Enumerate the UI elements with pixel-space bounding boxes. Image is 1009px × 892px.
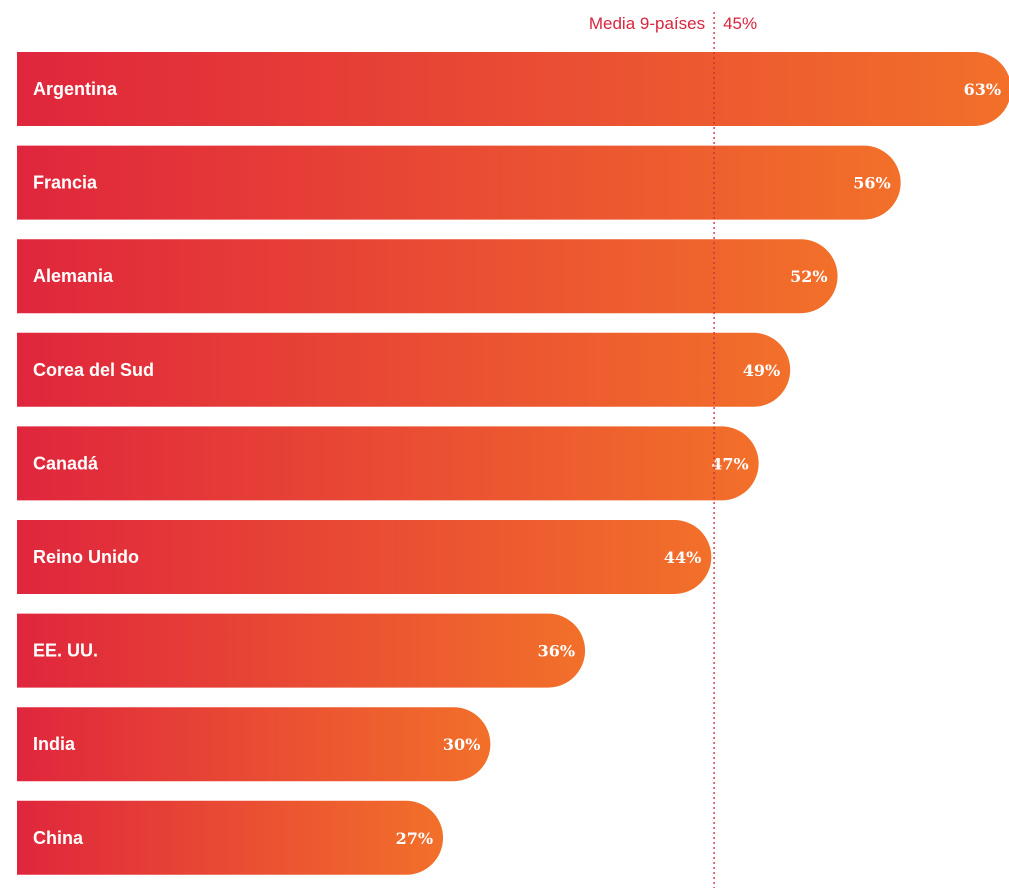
category-label: Argentina: [33, 79, 118, 99]
reference-line-group: Media 9-países 45%: [589, 12, 757, 888]
bar-row: Corea del Sud 49%: [17, 332, 791, 407]
bars-group: Argentina 63% Francia 56% Alemania 52% Corea d…: [17, 52, 1009, 875]
data-label: 52%: [790, 267, 827, 286]
data-label: 44%: [664, 548, 701, 567]
data-label: 27%: [396, 829, 433, 848]
bar: [17, 239, 838, 314]
bar-row: Francia 56%: [17, 145, 901, 220]
bar-row: India 30%: [17, 707, 491, 782]
category-label: Canadá: [33, 453, 99, 473]
bar: [17, 707, 491, 782]
category-label: India: [33, 734, 76, 754]
bar: [17, 520, 712, 594]
category-label: Reino Unido: [33, 547, 139, 567]
bar-row: Alemania 52%: [17, 239, 838, 314]
bar-row: Argentina 63%: [17, 52, 1009, 126]
bar: [17, 800, 444, 875]
bar: [17, 52, 1009, 126]
bar-row: EE. UU. 36%: [17, 613, 586, 688]
data-label: 30%: [443, 735, 480, 754]
bar: [17, 145, 901, 220]
category-label: China: [33, 828, 84, 848]
bar-row: China 27%: [17, 800, 444, 875]
bar-row: Canadá 47%: [17, 426, 759, 501]
data-label: 49%: [743, 361, 780, 380]
bar: [17, 426, 759, 501]
category-label: Corea del Sud: [33, 360, 154, 380]
bar: [17, 613, 586, 688]
average-value-label: 45%: [723, 14, 757, 33]
data-label: 36%: [538, 642, 575, 661]
data-label: 63%: [964, 80, 1001, 99]
bar: [17, 332, 791, 407]
category-label: Francia: [33, 173, 98, 193]
category-label: Alemania: [33, 266, 114, 286]
data-label: 56%: [853, 174, 890, 193]
bar-row: Reino Unido 44%: [17, 520, 712, 594]
category-label: EE. UU.: [33, 641, 98, 661]
average-label: Media 9-países: [589, 14, 705, 33]
data-label: 47%: [711, 454, 748, 473]
